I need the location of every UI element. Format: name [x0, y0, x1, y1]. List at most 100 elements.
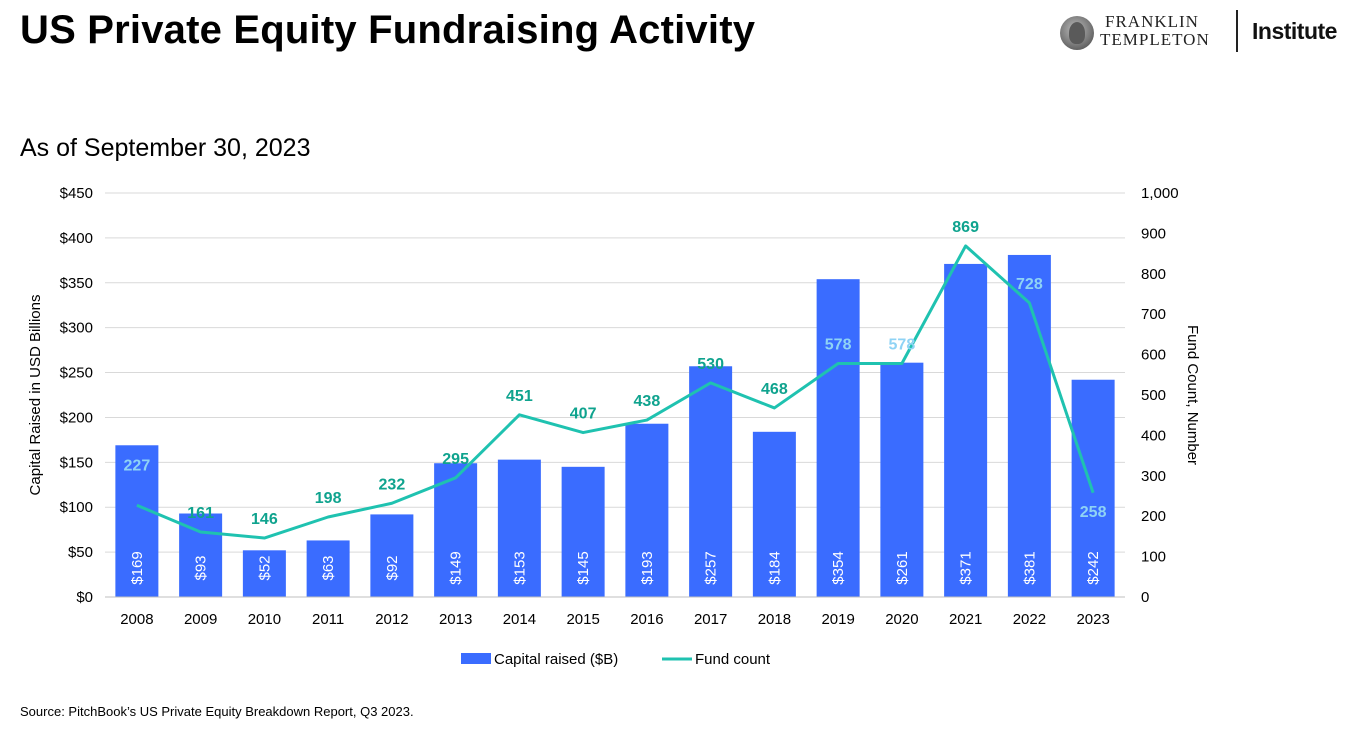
bar-value-label: $242 [1085, 551, 1102, 584]
x-tick-label: 2021 [949, 611, 982, 628]
x-tick-label: 2019 [821, 611, 854, 628]
y-tick-label: $0 [76, 589, 93, 606]
line-value-label: 407 [570, 406, 597, 423]
line-value-label: 227 [124, 457, 151, 474]
bar-value-label: $193 [639, 551, 656, 584]
legend-swatch-bar [461, 653, 491, 664]
bar [434, 463, 478, 597]
legend-label-bar: Capital raised ($B) [494, 651, 618, 668]
line-value-label: 451 [506, 388, 533, 405]
bar-value-label: $52 [256, 555, 273, 580]
legend-label-line: Fund count [695, 651, 771, 668]
logo-line2: TEMPLETON [1100, 30, 1210, 49]
y-tick-label: $350 [60, 275, 93, 292]
line-value-label: 295 [442, 451, 469, 468]
bar-value-label: $149 [448, 551, 465, 584]
y2-tick-label: 100 [1141, 549, 1166, 566]
logo-divider [1236, 10, 1238, 52]
line-value-label: 438 [634, 393, 661, 410]
bar [752, 431, 796, 597]
line-value-label: 146 [251, 511, 278, 528]
line-value-label: 578 [825, 336, 852, 353]
bar [816, 279, 860, 597]
logo-brand: FRANKLIN TEMPLETON [1100, 13, 1210, 49]
line-value-label: 468 [761, 381, 788, 398]
x-tick-label: 2023 [1076, 611, 1109, 628]
y2-tick-label: 900 [1141, 225, 1166, 242]
bar-value-label: $145 [575, 551, 592, 584]
y-tick-label: $450 [60, 185, 93, 202]
y2-tick-label: 600 [1141, 347, 1166, 364]
bar [880, 362, 924, 597]
y2-tick-label: 800 [1141, 266, 1166, 283]
y2-tick-label: 400 [1141, 427, 1166, 444]
page-subtitle: As of September 30, 2023 [20, 134, 311, 162]
line-value-label: 161 [187, 505, 214, 522]
axes: $0 $50 $100 $150 $200 $250 $300 $350 $400 $450 0 10… [27, 185, 1201, 628]
y-tick-label: $200 [60, 409, 93, 426]
bar-value-label: $381 [1021, 551, 1038, 584]
bar [497, 459, 541, 597]
x-tick-label: 2009 [184, 611, 217, 628]
logo-line1: FRANKLIN [1105, 12, 1199, 31]
y2-tick-label: 300 [1141, 468, 1166, 485]
x-tick-label: 2016 [630, 611, 663, 628]
bar [561, 466, 605, 597]
x-tick-label: 2022 [1013, 611, 1046, 628]
x-tick-label: 2020 [885, 611, 918, 628]
x-tick-label: 2008 [120, 611, 153, 628]
line-value-label: 232 [379, 476, 406, 493]
bar-value-label: $93 [193, 555, 210, 580]
bar-value-label: $257 [703, 551, 720, 584]
franklin-portrait-icon [1060, 16, 1094, 50]
bar [689, 366, 733, 597]
y-tick-label: $150 [60, 454, 93, 471]
chart-legend: Capital raised ($B) Fund count [461, 651, 771, 668]
x-tick-label: 2012 [375, 611, 408, 628]
y2-tick-label: 200 [1141, 508, 1166, 525]
y-axis-title: Capital Raised in USD Billions [27, 295, 44, 496]
fund-count-line [136, 244, 1095, 540]
bar-value-label: $261 [894, 551, 911, 584]
franklin-templeton-institute-logo: FRANKLIN TEMPLETON Institute [1060, 10, 1355, 55]
bar [625, 423, 669, 597]
y-tick-label: $100 [60, 499, 93, 516]
y2-tick-label: 0 [1141, 589, 1149, 606]
x-tick-label: 2010 [248, 611, 281, 628]
bar-value-label: $63 [320, 555, 337, 580]
y2-tick-label: 700 [1141, 306, 1166, 323]
x-tick-label: 2011 [312, 611, 344, 628]
x-tick-label: 2013 [439, 611, 472, 628]
source-note: Source: PitchBook’s US Private Equity Br… [20, 704, 414, 719]
page-title: US Private Equity Fundraising Activity [20, 8, 756, 52]
y2-tick-label: 500 [1141, 387, 1166, 404]
y2-axis-title: Fund Count, Number [1184, 325, 1201, 465]
bar-value-label: $169 [129, 551, 146, 584]
line-value-label: 578 [889, 336, 916, 353]
bar [242, 550, 286, 597]
x-tick-label: 2017 [694, 611, 727, 628]
bar-value-label: $153 [511, 551, 528, 584]
data-labels: $169 $93 $52 $63 $92 $149 $153 $145 $193 $257 $184… [124, 219, 1107, 585]
logo-institute: Institute [1252, 18, 1337, 44]
line-value-label: 530 [697, 356, 724, 373]
bar [306, 540, 350, 597]
y-tick-label: $400 [60, 230, 93, 247]
line-value-label: 869 [952, 219, 979, 236]
bar-value-label: $92 [384, 555, 401, 580]
line-value-label: 198 [315, 490, 342, 507]
y-tick-label: $250 [60, 365, 93, 382]
bar [115, 445, 159, 597]
line-value-label: 258 [1080, 504, 1107, 521]
bar-value-label: $354 [830, 551, 847, 584]
x-tick-label: 2014 [503, 611, 536, 628]
y-tick-label: $50 [68, 544, 93, 561]
bar [944, 263, 988, 597]
line-value-label: 728 [1016, 276, 1043, 293]
bar-series-capital-raised [115, 254, 1115, 598]
y-tick-label: $300 [60, 320, 93, 337]
fundraising-chart: $0 $50 $100 $150 $200 $250 $300 $350 $400 $450 0 10… [27, 185, 1201, 668]
x-tick-label: 2015 [566, 611, 599, 628]
bar [1007, 254, 1051, 598]
y2-tick-label: 1,000 [1141, 185, 1179, 202]
